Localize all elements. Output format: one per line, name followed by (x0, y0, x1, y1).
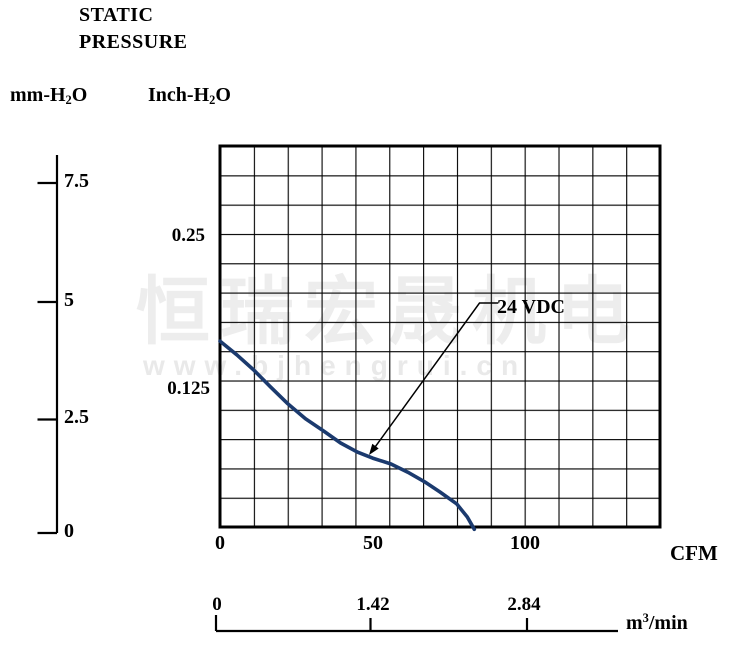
unit-text: mm-H (10, 84, 66, 106)
y-tick-mm-7-5: 7.5 (64, 170, 89, 192)
y-tick-mm-5: 5 (64, 289, 74, 311)
chart-title-line2: PRESSURE (79, 31, 188, 53)
left-axis (37, 155, 59, 535)
unit-text: /min (648, 612, 688, 634)
x-tick-cfm-0: 0 (215, 532, 225, 554)
unit-subscript: 2 (65, 93, 72, 108)
left-axis-unit-inch-h2o: Inch-H2O (148, 84, 231, 108)
x-tick-m3min-0: 0 (212, 594, 222, 615)
series-label-24vdc: 24 VDC (497, 296, 565, 318)
y-tick-mm-2-5: 2.5 (64, 406, 89, 428)
unit-text: Inch-H (148, 84, 210, 106)
unit-text: m (626, 612, 643, 634)
unit-text: O (71, 84, 88, 106)
chart-title-line1: STATIC (79, 4, 154, 26)
y-tick-inch-0-125: 0.125 (167, 378, 210, 399)
unit-subscript: 2 (209, 93, 216, 108)
x-axis-unit-m3min: m3/min (626, 611, 688, 634)
x-tick-cfm-50: 50 (363, 532, 383, 554)
performance-curve-24vdc (218, 339, 477, 532)
left-axis-unit-mm-h2o: mm-H2O (10, 84, 87, 108)
bottom-secondary-axis (214, 615, 618, 633)
x-tick-cfm-100: 100 (510, 532, 540, 554)
annotation-arrow (369, 302, 498, 455)
grid (218, 144, 662, 529)
x-tick-m3min-1-42: 1.42 (356, 594, 390, 615)
y-tick-mm-0: 0 (64, 520, 74, 542)
unit-text: O (215, 84, 231, 106)
x-axis-unit-cfm: CFM (670, 541, 718, 565)
unit-superscript: 3 (642, 611, 649, 626)
y-tick-inch-0-25: 0.25 (171, 225, 205, 246)
x-tick-m3min-2-84: 2.84 (507, 594, 541, 615)
